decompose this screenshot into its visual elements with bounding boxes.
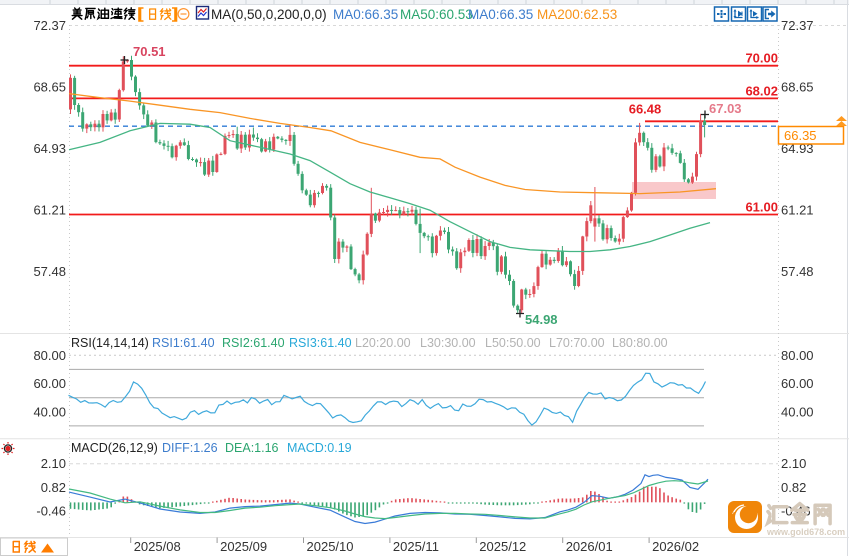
svg-text:RSI1:61.40: RSI1:61.40 (152, 336, 215, 350)
svg-text:64.93: 64.93 (33, 141, 66, 156)
svg-text:RSI2:61.40: RSI2:61.40 (222, 336, 285, 350)
svg-text:2025/11: 2025/11 (393, 539, 439, 554)
svg-text:DIFF:1.26: DIFF:1.26 (162, 441, 218, 455)
svg-text:www.gold678.com: www.gold678.com (766, 527, 845, 537)
svg-text:61.21: 61.21 (781, 203, 814, 218)
svg-text:MA0:66.35: MA0:66.35 (333, 7, 398, 22)
svg-text:80.00: 80.00 (33, 348, 66, 363)
svg-text:2025/09: 2025/09 (220, 539, 267, 554)
svg-text:66.48: 66.48 (629, 102, 662, 117)
svg-text:60.00: 60.00 (33, 376, 66, 391)
svg-text:40.00: 40.00 (781, 404, 814, 419)
svg-text:2025/08: 2025/08 (134, 539, 181, 554)
svg-text:57.48: 57.48 (781, 264, 814, 279)
svg-text:2.10: 2.10 (41, 456, 66, 471)
svg-text:67.03: 67.03 (709, 101, 742, 116)
svg-text:68.65: 68.65 (33, 80, 66, 95)
svg-text:2025/12: 2025/12 (479, 539, 526, 554)
svg-text:68.02: 68.02 (745, 83, 778, 98)
svg-text:72.37: 72.37 (781, 18, 814, 33)
svg-text:L20:20.00: L20:20.00 (355, 336, 411, 350)
svg-text:61.21: 61.21 (33, 203, 66, 218)
svg-text:70.51: 70.51 (133, 44, 166, 59)
svg-text:61.00: 61.00 (745, 200, 778, 215)
svg-text:40.00: 40.00 (33, 404, 66, 419)
svg-text:2026/02: 2026/02 (652, 539, 699, 554)
svg-text:L50:50.00: L50:50.00 (485, 336, 541, 350)
svg-text:L70:70.00: L70:70.00 (549, 336, 605, 350)
svg-text:68.65: 68.65 (781, 80, 814, 95)
svg-text:2.10: 2.10 (781, 456, 806, 471)
svg-text:2025/10: 2025/10 (307, 539, 354, 554)
svg-text:0.82: 0.82 (41, 480, 66, 495)
svg-text:2026/01: 2026/01 (566, 539, 613, 554)
svg-text:70.00: 70.00 (745, 51, 778, 66)
svg-text:72.37: 72.37 (33, 18, 66, 33)
svg-text:66.35: 66.35 (784, 128, 817, 143)
svg-text:MA200:62.53: MA200:62.53 (537, 7, 617, 22)
svg-text:L30:30.00: L30:30.00 (420, 336, 476, 350)
svg-text:RSI3:61.40: RSI3:61.40 (289, 336, 352, 350)
svg-text:0.82: 0.82 (781, 480, 806, 495)
svg-text:MA0:66.35: MA0:66.35 (468, 7, 533, 22)
svg-text:60.00: 60.00 (781, 376, 814, 391)
svg-text:MACD:0.19: MACD:0.19 (287, 441, 352, 455)
svg-text:57.48: 57.48 (33, 264, 66, 279)
svg-text:DEA:1.16: DEA:1.16 (225, 441, 279, 455)
svg-text:MA50:60.53: MA50:60.53 (400, 7, 473, 22)
svg-text:MACD(26,12,9): MACD(26,12,9) (71, 441, 158, 455)
svg-text:MA(0,50,0,200,0,0): MA(0,50,0,200,0,0) (211, 7, 327, 22)
svg-text:54.98: 54.98 (525, 312, 558, 327)
svg-text:L80:80.00: L80:80.00 (612, 336, 668, 350)
svg-text:RSI(14,14,14): RSI(14,14,14) (71, 336, 149, 350)
svg-text:-0.46: -0.46 (36, 503, 66, 518)
svg-text:80.00: 80.00 (781, 348, 814, 363)
